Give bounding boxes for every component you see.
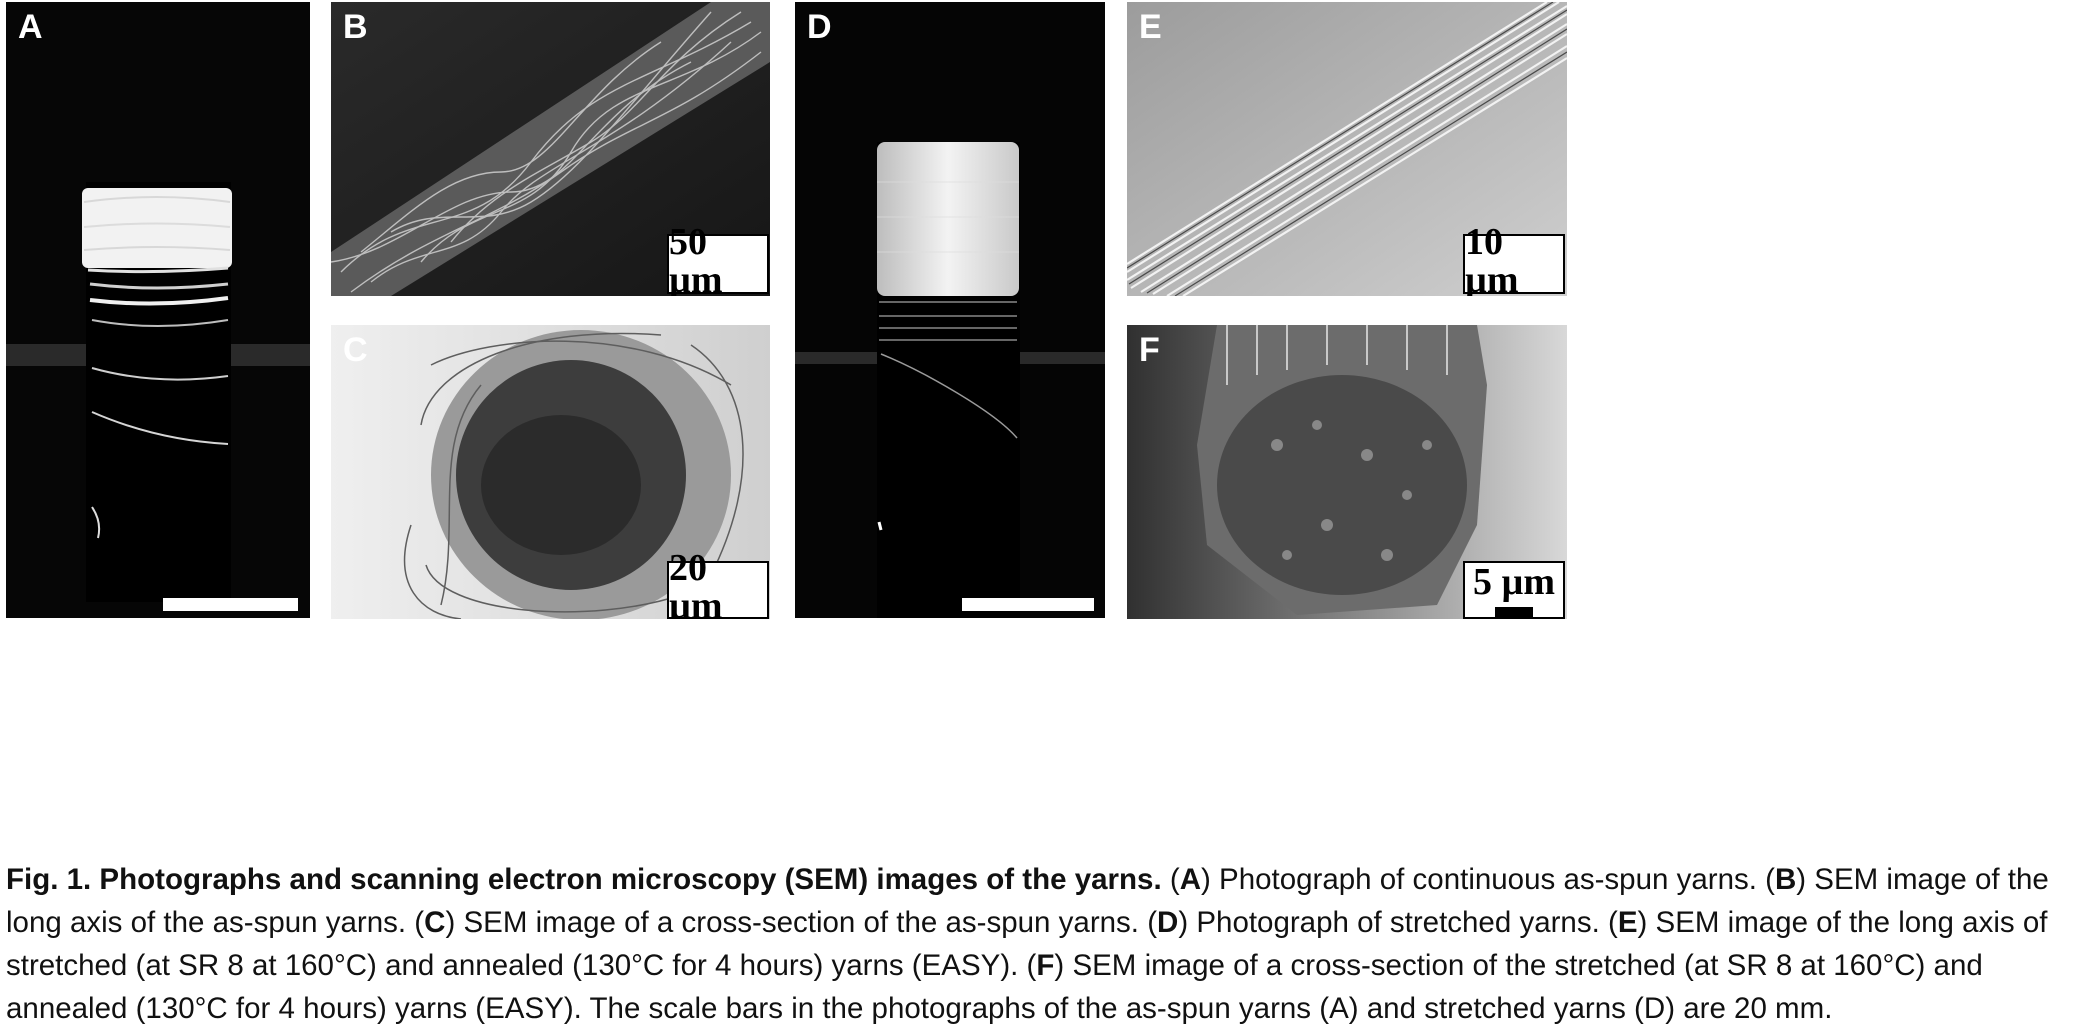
- caption-seg-c-lead: (: [406, 906, 425, 939]
- as-spun-spool-image: [6, 182, 310, 602]
- caption-ref-c: C: [424, 906, 446, 939]
- caption-seg-a: ) Photograph of continuous as-spun yarns…: [1201, 863, 1757, 896]
- panel-d-label: D: [807, 8, 832, 46]
- caption-seg-e: ) SEM image of the long axis of stretche…: [6, 906, 2048, 982]
- panel-b-scale-box: 50 µm: [667, 223, 769, 296]
- caption-ref-b: B: [1774, 863, 1797, 896]
- caption-ref-f: F: [1036, 949, 1055, 982]
- caption-seg-b-lead: (: [1756, 863, 1775, 896]
- caption-seg-f: ) SEM image of a cross-section of the st…: [6, 949, 1983, 1025]
- stretched-cross-section-sem-image: [1127, 325, 1567, 619]
- caption-seg-b: ) SEM image of the long axis of the as-s…: [6, 863, 2049, 939]
- panel-e-label: E: [1139, 8, 1162, 46]
- caption-seg-d: ) Photograph of stretched yarns.: [1178, 906, 1600, 939]
- panel-a-scale-bar: [163, 598, 298, 611]
- caption-title: Fig. 1. Photographs and scanning electro…: [6, 863, 1162, 896]
- panel-f-scale-text: 5 µm: [1472, 561, 1556, 603]
- panel-d-scale-bar: [962, 598, 1094, 611]
- panel-a-photo: A: [6, 2, 310, 618]
- panel-f-scale-bar: [1495, 607, 1533, 617]
- stretched-spool-image: [795, 142, 1105, 618]
- panel-b-sem: B 50 µm: [331, 2, 770, 296]
- figure-caption: Fig. 1. Photographs and scanning electro…: [6, 858, 2081, 1030]
- panel-f-sem: F 5 µm: [1127, 325, 1567, 619]
- panel-c-scale-text: 20 µm: [669, 547, 723, 619]
- caption-seg-f-lead: (: [1018, 949, 1037, 982]
- panel-b-scale-text: 50 µm: [669, 221, 723, 296]
- panel-d-photo: D: [795, 2, 1105, 618]
- caption-seg-d-lead: (: [1139, 906, 1158, 939]
- caption-ref-a: A: [1179, 863, 1201, 896]
- panel-f-label: F: [1139, 331, 1160, 369]
- panel-e-scale-text: 10 µm: [1465, 221, 1519, 296]
- caption-seg-c: ) SEM image of a cross-section of the as…: [445, 906, 1139, 939]
- panel-a-label: A: [18, 8, 43, 46]
- caption-seg-a-lead: (: [1161, 863, 1180, 896]
- caption-ref-d: D: [1157, 906, 1179, 939]
- panel-f-scale-box: 5 µm: [1463, 561, 1565, 619]
- caption-ref-e: E: [1617, 906, 1638, 939]
- panel-e-scale-box: 10 µm: [1463, 223, 1565, 296]
- panel-c-sem: C 20 µm: [331, 325, 770, 619]
- panel-c-scale-box: 20 µm: [667, 549, 769, 619]
- panel-e-sem: E 10 µm: [1127, 2, 1567, 296]
- panel-b-label: B: [343, 8, 368, 46]
- panel-c-label: C: [343, 331, 368, 369]
- caption-seg-e-lead: (: [1599, 906, 1618, 939]
